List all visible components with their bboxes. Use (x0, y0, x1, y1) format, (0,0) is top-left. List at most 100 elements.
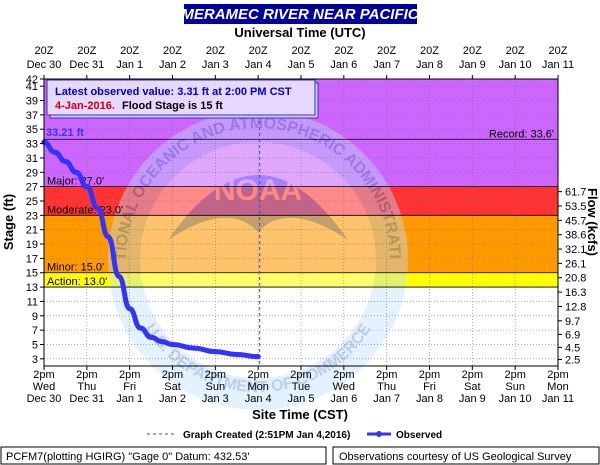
bottom-tick-date: Jan 6 (330, 393, 357, 405)
flow-tick-label: 32.1 (565, 244, 586, 256)
top-tick-label: 20Z (420, 45, 439, 57)
flow-tick-label: 9.7 (565, 316, 580, 328)
legend: Graph Created (2:51PM Jan 4,2016) Observ… (147, 430, 442, 441)
bottom-tick-weekday: Sun (505, 381, 525, 393)
flow-tick-label: 6.9 (565, 329, 580, 341)
bottom-tick-weekday: Mon (547, 381, 568, 393)
bottom-tick-weekday: Sun (206, 381, 226, 393)
top-tick-label: 20Z (249, 45, 268, 57)
top-tick-label: 20Z (120, 45, 139, 57)
observed-point (84, 184, 90, 190)
top-axis-ticks: 20Z Dec 30 20Z Dec 31 20Z Jan 1 20Z Jan 2 20Z Jan… (27, 45, 574, 79)
stage-tick-label: 27 (26, 182, 38, 194)
flow-tick-label: 20.8 (565, 273, 586, 285)
bottom-axis-title: Site Time (CST) (252, 407, 348, 422)
bottom-tick-weekday: Sat (464, 381, 481, 393)
top-tick-date: Jan 4 (245, 59, 272, 71)
footer: PCFM7(plotting HGIRG) "Gage 0" Datum: 43… (0, 446, 600, 465)
threshold-label: Action: 13.0' (47, 276, 107, 288)
bottom-tick-weekday: Mon (247, 381, 268, 393)
bottom-tick-date: Jan 11 (542, 393, 574, 405)
bottom-tick-date: Jan 7 (373, 393, 400, 405)
bottom-tick-date: Dec 30 (27, 393, 62, 405)
right-axis-title: Flow (kcfs) (585, 188, 600, 256)
top-tick-date: Jan 10 (499, 59, 532, 71)
top-tick-date: Jan 11 (542, 59, 574, 71)
bottom-tick-time: 2pm (504, 369, 525, 381)
observed-point (159, 339, 165, 345)
flow-tick-label: 2.5 (565, 355, 580, 367)
stage-tick-label: 15 (26, 268, 38, 280)
bottom-tick-time: 2pm (205, 369, 226, 381)
bottom-tick-weekday: Fri (423, 381, 436, 393)
stage-tick-label: 3 (32, 354, 38, 366)
bottom-tick-weekday: Thu (77, 381, 96, 393)
stage-tick-label: 35 (26, 124, 38, 136)
bottom-tick-time: 2pm (119, 369, 140, 381)
latest-observation-line2: 4-Jan-2016. Flood Stage is 15 ft (55, 100, 223, 112)
threshold-label: Major: 27.0' (47, 176, 104, 188)
bottom-tick-time: 2pm (333, 369, 354, 381)
stage-tick-label: 11 (27, 296, 38, 308)
legend-created-label: Graph Created (2:51PM Jan 4,2016) (183, 430, 350, 441)
latest-observation-box: Latest observed value: 3.31 ft at 2:00 P… (46, 79, 319, 119)
flow-tick-label: 12.8 (565, 301, 586, 313)
flow-tick-label: 4.5 (565, 342, 580, 354)
observed-point (52, 149, 58, 155)
threshold-label: Minor: 15.0' (47, 262, 104, 274)
bottom-tick-time: 2pm (162, 369, 183, 381)
flow-tick-label: 61.7 (565, 187, 586, 199)
chart-title: MERAMEC RIVER NEAR PACIFIC (181, 6, 419, 23)
threshold-lines: Record: 33.6' Major: 27.0' Moderate: 23.0'… (44, 128, 558, 288)
top-tick-date: Jan 8 (416, 59, 443, 71)
top-tick-label: 20Z (549, 45, 568, 57)
top-tick-label: 20Z (292, 45, 311, 57)
stage-tick-label: 29 (26, 167, 38, 179)
bottom-tick-time: 2pm (376, 369, 397, 381)
stage-tick-label: 7 (32, 325, 38, 337)
latest-observation-date: 4-Jan-2016. (55, 100, 115, 112)
top-tick-date: Jan 9 (459, 59, 486, 71)
stage-tick-label: 23 (26, 210, 38, 222)
flow-tick-label: 26.1 (565, 258, 586, 270)
zone-moderate (44, 186, 558, 216)
observed-point (255, 354, 261, 360)
top-tick-label: 20Z (77, 45, 96, 57)
bottom-tick-weekday: Tue (292, 381, 311, 393)
bottom-tick-date: Jan 8 (416, 393, 443, 405)
stage-tick-label: 41 (26, 81, 38, 93)
flood-stage-text: Flood Stage is 15 ft (122, 100, 223, 112)
bottom-tick-date: Jan 2 (159, 393, 186, 405)
latest-observation-line1: Latest observed value: 3.31 ft at 2:00 P… (55, 86, 292, 98)
top-tick-date: Jan 6 (330, 59, 357, 71)
top-tick-date: Jan 5 (288, 59, 315, 71)
footer-datum-text: PCFM7(plotting HGIRG) "Gage 0" Datum: 43… (6, 451, 249, 463)
observed-point (105, 234, 111, 240)
observed-point (127, 306, 133, 312)
top-tick-label: 20Z (506, 45, 525, 57)
stage-tick-label: 31 (26, 153, 38, 165)
stage-tick-label: 17 (26, 253, 38, 265)
top-axis-title: Universal Time (UTC) (234, 25, 365, 40)
observed-point (116, 273, 122, 279)
watermark-gull (168, 175, 348, 240)
stage-tick-label: 39 (26, 96, 38, 108)
bottom-tick-time: 2pm (33, 369, 54, 381)
bottom-tick-weekday: Wed (333, 381, 355, 393)
stage-tick-label: 19 (26, 239, 38, 251)
top-tick-date: Dec 31 (69, 59, 104, 71)
bottom-tick-date: Jan 5 (288, 393, 315, 405)
title-bar (184, 4, 417, 24)
top-tick-date: Jan 1 (116, 59, 143, 71)
observed-point (212, 349, 218, 355)
top-tick-date: Jan 2 (159, 59, 186, 71)
stage-tick-label: 37 (26, 110, 38, 122)
observed-point (169, 341, 176, 348)
legend-observed-label: Observed (396, 430, 442, 441)
stage-tick-label: 25 (26, 196, 38, 208)
top-tick-date: Jan 3 (202, 59, 229, 71)
observed-point (62, 158, 69, 165)
